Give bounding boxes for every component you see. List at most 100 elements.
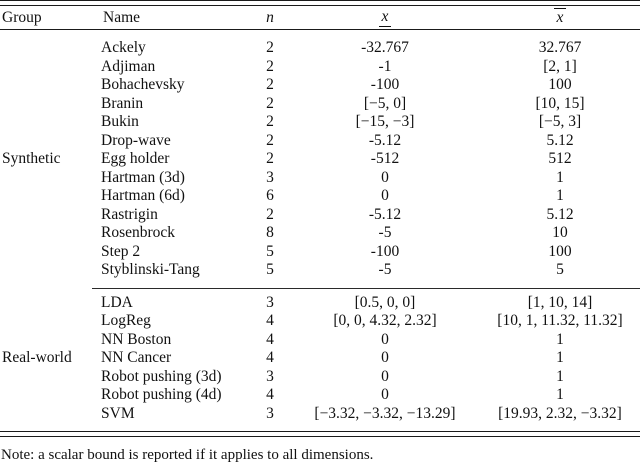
cell-nval: 3 xyxy=(266,404,274,422)
table-row: Step 2 5 -100 100 xyxy=(101,243,640,262)
table-row: Adjiman 2 -1 [2, 1] xyxy=(101,58,640,77)
header-bottom-rule xyxy=(0,29,640,30)
cell-nval: 2 xyxy=(266,131,274,149)
cell-nval: 3 xyxy=(266,367,274,385)
cell-upper: 32.767 xyxy=(538,39,582,56)
cell-nval: 3 xyxy=(266,293,274,311)
cell-upper: 5.12 xyxy=(546,131,574,149)
table-row: Drop-wave 2 -5.12 5.12 xyxy=(101,132,640,151)
cell-lower: -5 xyxy=(378,261,392,278)
cell-upper: 1 xyxy=(556,168,564,186)
table-row: Bohachevsky 2 -100 100 xyxy=(101,76,640,95)
table-body: Synthetic Ackely 2 -32.767 32.767 Adjiman 2 -1 [… xyxy=(0,30,640,431)
cell-nval: 2 xyxy=(266,150,274,167)
table-top-rule xyxy=(0,0,640,6)
x-underbar-symbol: x xyxy=(378,8,392,28)
cell-upper: [10, 15] xyxy=(535,94,585,112)
cell-nval: 2 xyxy=(266,205,274,223)
table-row: LogReg 4 [0, 0, 4.32, 2.32] [10, 1, 11.32, … xyxy=(101,312,640,331)
table-row: NN Cancer 4 0 1 xyxy=(101,349,640,368)
cell-nval: 3 xyxy=(266,168,274,186)
table-row: Ackely 2 -32.767 32.767 xyxy=(101,39,640,58)
cell-lower: -1 xyxy=(378,57,392,75)
cell-name: Step 2 xyxy=(101,242,141,260)
cell-name: NN Boston xyxy=(101,330,172,348)
cell-upper: 10 xyxy=(552,224,568,241)
cell-nval: 2 xyxy=(266,76,274,93)
cell-upper: 100 xyxy=(548,76,572,93)
table-row: NN Boston 4 0 1 xyxy=(101,331,640,350)
cell-nval: 5 xyxy=(266,261,274,278)
column-header-x-upper-bound: x xyxy=(480,7,640,28)
cell-lower: 0 xyxy=(381,187,389,204)
table-row: Styblinski-Tang 5 -5 5 xyxy=(101,261,640,280)
table-row: SVM 3 [−3.32, −3.32, −13.29] [19.93, 2.32, … xyxy=(101,405,640,424)
group-label: Real-world xyxy=(2,349,72,367)
column-header-group: Group xyxy=(2,8,42,26)
cell-name: Hartman (3d) xyxy=(101,168,185,186)
cell-lower: -100 xyxy=(370,76,400,93)
table-footnote: Note: a scalar bound is reported if it a… xyxy=(1,447,374,463)
cell-upper: 512 xyxy=(548,150,572,167)
cell-name: NN Cancer xyxy=(101,349,172,366)
cell-nval: 2 xyxy=(266,113,274,130)
column-header-x-lower-bound: x xyxy=(290,8,480,28)
table-row: Egg holder 2 -512 512 xyxy=(101,150,640,169)
cell-nval: 4 xyxy=(266,349,274,366)
table-header-row: Group Name n x x xyxy=(0,6,640,29)
cell-name: Adjiman xyxy=(101,57,156,75)
table-row: Hartman (6d) 6 0 1 xyxy=(101,187,640,206)
cell-name: Bohachevsky xyxy=(101,76,185,93)
cell-name: Hartman (6d) xyxy=(101,187,185,204)
group-rows: Ackely 2 -32.767 32.767 Adjiman 2 -1 [2, 1] Boha… xyxy=(101,39,640,280)
cell-upper: 5 xyxy=(556,261,564,278)
column-header-name: Name xyxy=(103,8,141,26)
cell-lower: -32.767 xyxy=(361,39,409,56)
cell-lower: 0 xyxy=(381,168,389,186)
cell-name: Rastrigin xyxy=(101,205,158,223)
cell-lower: [0, 0, 4.32, 2.32] xyxy=(333,312,437,329)
cell-upper: [10, 1, 11.32, 11.32] xyxy=(497,312,623,329)
cell-lower: [0.5, 0, 0] xyxy=(354,293,416,311)
cell-lower: 0 xyxy=(381,349,389,366)
cell-name: Drop-wave xyxy=(101,131,171,149)
table-row: Rastrigin 2 -5.12 5.12 xyxy=(101,206,640,225)
table-bottom-rule xyxy=(0,431,640,437)
x-overbar-symbol: x xyxy=(553,7,567,28)
table-row: Branin 2 [−5, 0] [10, 15] xyxy=(101,95,640,114)
cell-name: Branin xyxy=(101,94,144,112)
table-row: Robot pushing (3d) 3 0 1 xyxy=(101,368,640,387)
table-group-section: Synthetic Ackely 2 -32.767 32.767 Adjiman 2 -1 [… xyxy=(0,30,640,288)
cell-name: Robot pushing (3d) xyxy=(101,367,222,385)
table-row: Rosenbrock 8 -5 10 xyxy=(101,224,640,243)
cell-lower: [−3.32, −3.32, −13.29] xyxy=(314,404,456,422)
cell-upper: 100 xyxy=(548,242,572,260)
cell-lower: -5.12 xyxy=(368,205,402,223)
cell-nval: 2 xyxy=(266,57,274,75)
cell-name: Ackely xyxy=(101,39,146,56)
cell-nval: 2 xyxy=(266,94,274,112)
cell-upper: 1 xyxy=(556,367,564,385)
cell-upper: 5.12 xyxy=(546,205,574,223)
table-row: Robot pushing (4d) 4 0 1 xyxy=(101,386,640,405)
cell-nval: 4 xyxy=(266,330,274,348)
cell-lower: 0 xyxy=(381,367,389,385)
cell-upper: [19.93, 2.32, −3.32] xyxy=(498,404,622,422)
cell-name: Styblinski-Tang xyxy=(101,261,200,278)
cell-upper: 1 xyxy=(556,349,564,366)
column-header-n: n xyxy=(266,8,274,26)
table-group-section: Real-world LDA 3 [0.5, 0, 0] [1, 10, 14] LogR… xyxy=(0,289,640,432)
cell-name: SVM xyxy=(101,404,135,422)
cell-lower: -5 xyxy=(378,224,392,241)
cell-nval: 8 xyxy=(266,224,274,241)
group-label: Synthetic xyxy=(2,150,61,168)
cell-lower: -5.12 xyxy=(368,131,402,149)
cell-nval: 4 xyxy=(266,386,274,403)
cell-lower: [−15, −3] xyxy=(355,113,415,130)
cell-nval: 5 xyxy=(266,242,274,260)
cell-upper: [2, 1] xyxy=(543,57,577,75)
cell-name: Bukin xyxy=(101,113,139,130)
cell-lower: [−5, 0] xyxy=(363,94,407,112)
group-separator-rule xyxy=(92,287,640,289)
cell-name: Robot pushing (4d) xyxy=(101,386,222,403)
